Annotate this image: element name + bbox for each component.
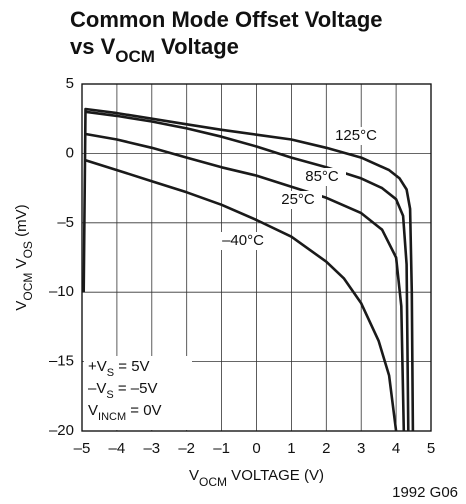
text-segment: = 0V bbox=[126, 402, 161, 419]
text-segment: OCM bbox=[21, 273, 35, 301]
text-segment: vs V bbox=[70, 34, 116, 59]
condition-text: VINCM = 0V bbox=[88, 402, 162, 423]
text-segment: V bbox=[88, 402, 98, 419]
y-axis-label: VOCM VOS (mV) bbox=[13, 204, 35, 310]
series-line bbox=[82, 107, 415, 432]
condition-text: +VS = 5V bbox=[88, 358, 150, 379]
y-tick-label: –15 bbox=[49, 353, 74, 370]
chart-title: Common Mode Offset Voltage bbox=[70, 7, 383, 32]
series-label: –40°C bbox=[222, 232, 264, 249]
series-label: 25°C bbox=[281, 191, 315, 208]
text-segment: Voltage bbox=[155, 34, 239, 59]
text-segment: OCM bbox=[115, 47, 155, 66]
text-segment: V bbox=[13, 258, 30, 272]
x-tick-label: –4 bbox=[109, 440, 126, 457]
text-segment: S bbox=[107, 367, 114, 379]
y-tick-label: 5 bbox=[66, 75, 74, 92]
x-tick-label: 1 bbox=[287, 440, 295, 457]
chart-title: vs VOCM Voltage bbox=[70, 34, 239, 66]
figure-id: 1992 G06 bbox=[392, 484, 458, 501]
x-axis-label: VOCM VOLTAGE (V) bbox=[189, 467, 324, 489]
x-tick-label: 2 bbox=[322, 440, 330, 457]
text-segment: (mV) bbox=[13, 204, 30, 241]
text-segment: VOLTAGE (V) bbox=[227, 467, 324, 484]
x-tick-label: –3 bbox=[143, 440, 160, 457]
series-label-bg bbox=[274, 191, 322, 209]
y-tick-label: –20 bbox=[49, 422, 74, 439]
x-tick-label: –1 bbox=[213, 440, 230, 457]
series-line bbox=[85, 132, 406, 432]
text-segment: = –5V bbox=[114, 380, 158, 397]
series-label: 125°C bbox=[335, 127, 377, 144]
x-tick-label: 3 bbox=[357, 440, 365, 457]
y-tick-label: –5 bbox=[57, 214, 74, 231]
text-segment: = 5V bbox=[114, 358, 149, 375]
text-segment: V bbox=[189, 467, 199, 484]
y-tick-label: 0 bbox=[66, 144, 74, 161]
text-segment: Common Mode Offset Voltage bbox=[70, 7, 383, 32]
x-tick-label: –5 bbox=[74, 440, 91, 457]
plot-frame bbox=[81, 83, 432, 432]
x-tick-label: –2 bbox=[178, 440, 195, 457]
x-tick-label: 0 bbox=[252, 440, 260, 457]
y-tick-label: –10 bbox=[49, 283, 74, 300]
series-label: 85°C bbox=[305, 168, 339, 185]
x-tick-label: 5 bbox=[427, 440, 435, 457]
x-tick-label: 4 bbox=[392, 440, 400, 457]
text-segment: V bbox=[13, 301, 30, 311]
series-line bbox=[85, 159, 398, 432]
series-label-bg bbox=[298, 168, 346, 186]
series-line bbox=[85, 110, 410, 432]
text-segment: +V bbox=[88, 358, 107, 375]
condition-text: –VS = –5V bbox=[88, 380, 158, 401]
conditions-bg bbox=[84, 356, 192, 430]
text-segment: OS bbox=[21, 241, 35, 258]
series-label-bg bbox=[332, 127, 380, 145]
text-segment: OCM bbox=[199, 475, 227, 489]
text-segment: S bbox=[106, 389, 113, 401]
text-segment: INCM bbox=[98, 411, 126, 423]
series-label-bg bbox=[219, 232, 267, 250]
text-segment: –V bbox=[88, 380, 106, 397]
